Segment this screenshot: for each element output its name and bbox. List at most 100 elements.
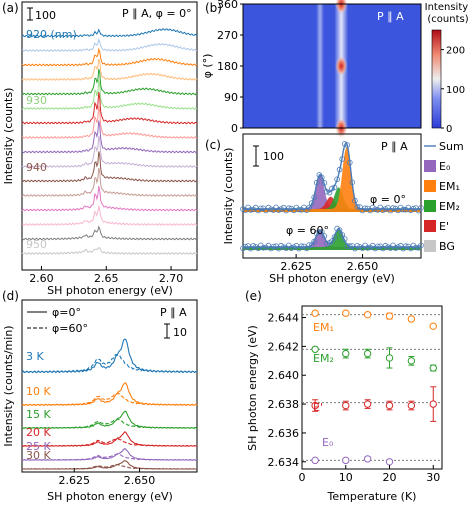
panel-c-data-point: [339, 232, 346, 238]
panel-c-data-point: [418, 205, 424, 211]
panel-c-data-point: [324, 240, 330, 247]
panel-c-data-point: [341, 236, 348, 242]
panel-d-dashed-curve-0: [21, 354, 198, 374]
panel-c-legend-swatch: [424, 240, 436, 252]
panel-a-spectrum-2: [21, 47, 198, 67]
panel-d-temperature-label: 3 K: [26, 350, 44, 363]
panel-e-point: [429, 400, 437, 408]
panel-e-xtick-label: 30: [426, 471, 440, 484]
panel-label-d: (d): [2, 289, 19, 303]
panel-e-point: [342, 401, 350, 410]
panel-c-data-point: [306, 204, 312, 211]
panel-a-xtick-label: 2.70: [159, 272, 184, 285]
panel-a-spectrum-14: [21, 225, 198, 241]
panel-e-xtick-label: 0: [299, 471, 306, 484]
panel-c-data-point: [329, 185, 335, 192]
panel-label-a: (a): [2, 1, 19, 15]
panel-a-spectrum-8: [21, 120, 198, 154]
panel-e-series-label: E': [313, 401, 323, 414]
panel-d-temperature-label: 30 K: [26, 449, 51, 462]
panel-b-ytick-label: 270: [217, 29, 238, 42]
panel-c-data-point: [372, 206, 379, 213]
panel-c-data-point: [288, 245, 295, 251]
panel-c-data-point: [410, 205, 417, 212]
panel-c-data-point: [270, 243, 277, 250]
panel-e-point: [342, 309, 350, 317]
panel-d-ylabel: Intensity (counts/min): [2, 325, 15, 446]
panel-a-scale-bar-label: 100: [35, 9, 56, 22]
panel-c-data-point: [339, 156, 346, 162]
panel-c-data-point: [390, 205, 396, 211]
panel-e-xtick-label: 20: [383, 471, 397, 484]
panel-e-frame: [301, 305, 443, 470]
panel-c-data-point: [331, 184, 338, 191]
panel-c-data-point: [313, 230, 320, 237]
panel-a-wavelength-label: 920 (nm): [26, 28, 77, 41]
panel-c-data-point: [331, 234, 338, 240]
panel-c-data-point: [308, 200, 315, 206]
panel-c-data-point: [250, 243, 257, 249]
panel-b-hotspot: [335, 0, 348, 14]
panel-c-data-point: [400, 206, 407, 213]
panel-a: 2.60 2.65 2.70 100 P ∥ A, φ = 0° 920 (nm) 9…: [2, 1, 198, 297]
panel-c-legend-swatch: [424, 200, 436, 212]
panel-a-ylabel: Intensity (counts): [2, 88, 15, 185]
panel-c-data-point: [306, 242, 312, 248]
panel-a-spectrum-11: [21, 167, 198, 197]
panel-c-data-point: [318, 174, 325, 181]
legend-dashed-label: φ=60°: [52, 322, 88, 335]
panel-d-scale-bar: 10: [164, 323, 187, 339]
panel-b-heatmap-bg: [243, 4, 421, 128]
panel-d-scale-bar-label: 10: [173, 326, 187, 339]
panel-d-legend: φ=0° φ=60°: [27, 306, 88, 335]
panel-c-data-point: [354, 243, 361, 249]
panel-e-point: [342, 456, 350, 465]
colorbar-tick-label: 100: [446, 85, 465, 96]
panel-d-frame: [21, 299, 198, 473]
panel-c-data-point: [344, 142, 351, 148]
panel-c-data-point: [275, 207, 282, 213]
panel-c-data-point: [313, 179, 320, 186]
panel-c-data-point: [298, 243, 305, 250]
panel-e-series-label: E₀: [322, 436, 334, 449]
panel-a-spectrum-6: [21, 92, 198, 125]
panel-e-series-label: EM₂: [313, 352, 334, 365]
panel-b-hotspot: [335, 56, 348, 76]
panel-c-data-point: [242, 243, 249, 250]
panel-e-point: [363, 400, 372, 408]
panel-c-data-point: [247, 207, 254, 213]
panel-c-data-point: [346, 243, 353, 249]
panel-b-ytick-label: 180: [217, 60, 238, 73]
panel-c-data-point: [321, 180, 328, 186]
panel-c-data-point: [260, 245, 267, 251]
panel-c-data-point: [402, 243, 409, 250]
panel-c-legend-label: Sum: [439, 140, 464, 153]
panel-e-ylabel: SH photon energy (eV): [246, 325, 259, 451]
panel-c-data-point: [334, 176, 340, 183]
panel-c-data-point: [392, 245, 399, 251]
panel-c-curve-label-0: φ = 0°: [370, 193, 406, 206]
panel-d-temperature-label: 25 K: [26, 440, 51, 453]
panel-c-data-point: [349, 179, 356, 186]
panel-a-spectrum-12: [21, 186, 198, 212]
panel-a-spectrum-4: [21, 68, 198, 96]
panel-e-point: [363, 349, 372, 358]
panel-e-point: [385, 312, 394, 320]
panel-a-scale-bar: 100: [27, 7, 56, 22]
panel-e-point: [311, 401, 319, 410]
panel-d-dashed-curve-3: [21, 437, 198, 447]
panel-e-series-label: EM₁: [313, 321, 334, 334]
panel-d-xtick-label: 2.625: [58, 474, 90, 487]
panel-a-xlabel: SH photon energy (eV): [47, 284, 173, 297]
panel-e-ytick-label: 2.642: [268, 340, 300, 353]
panel-a-xtick-label: 2.60: [29, 272, 54, 285]
panel-a-spectrum-7: [22, 105, 198, 140]
panel-a-spectrum-13: [21, 205, 198, 227]
panel-b-ytick-label: 90: [224, 91, 238, 104]
panel-e-ytick-label: 2.636: [268, 427, 300, 440]
panel-c-data-point: [374, 243, 381, 250]
panel-c-legend-label: E₀: [439, 160, 451, 173]
panel-c-data-point: [385, 244, 391, 251]
panel-c-data-point: [285, 205, 292, 212]
panel-c-data-point: [352, 197, 358, 204]
